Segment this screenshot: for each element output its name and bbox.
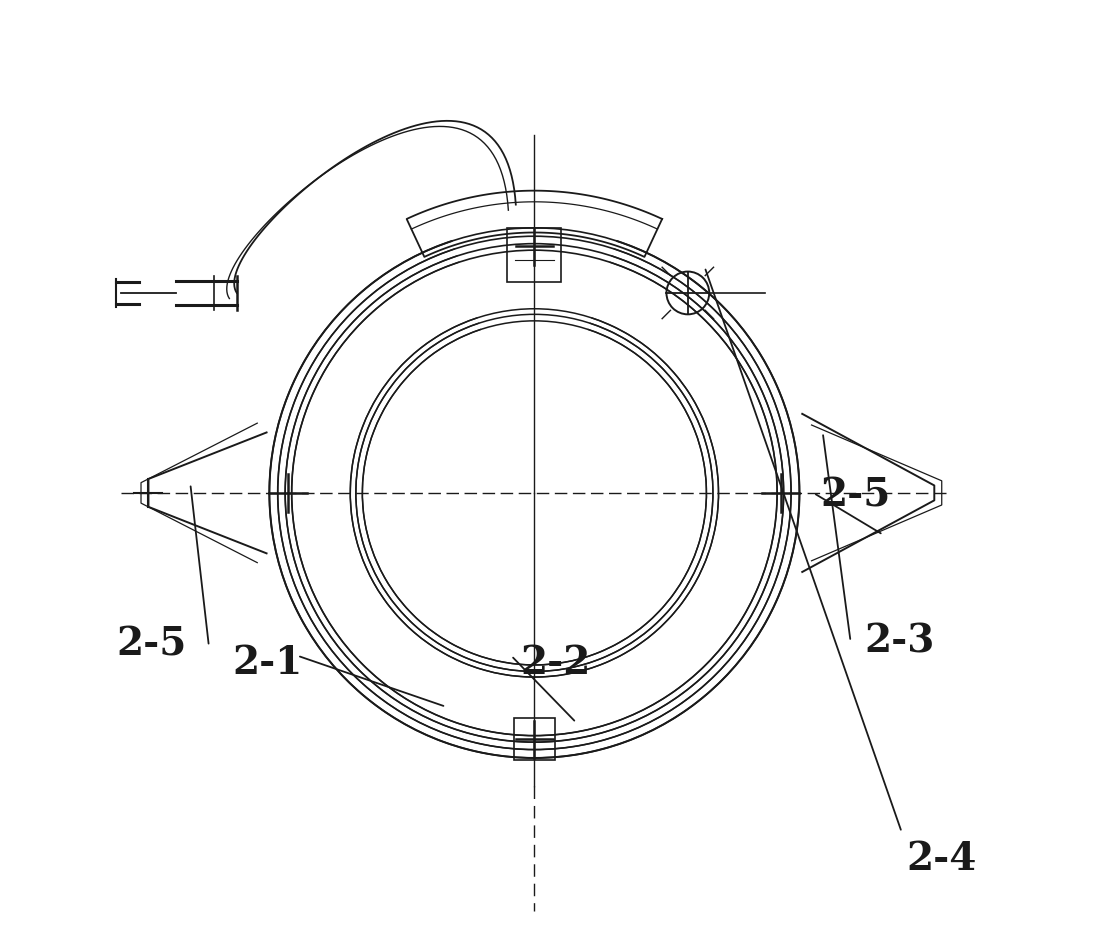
Bar bbox=[514, 718, 555, 760]
Text: 2-5: 2-5 bbox=[821, 477, 891, 515]
Text: 2-3: 2-3 bbox=[865, 623, 935, 661]
Text: 2-5: 2-5 bbox=[116, 626, 186, 664]
Bar bbox=[508, 228, 562, 282]
Text: 2-4: 2-4 bbox=[907, 840, 977, 878]
Text: 2-2: 2-2 bbox=[521, 644, 591, 683]
Text: 2-1: 2-1 bbox=[232, 644, 302, 683]
